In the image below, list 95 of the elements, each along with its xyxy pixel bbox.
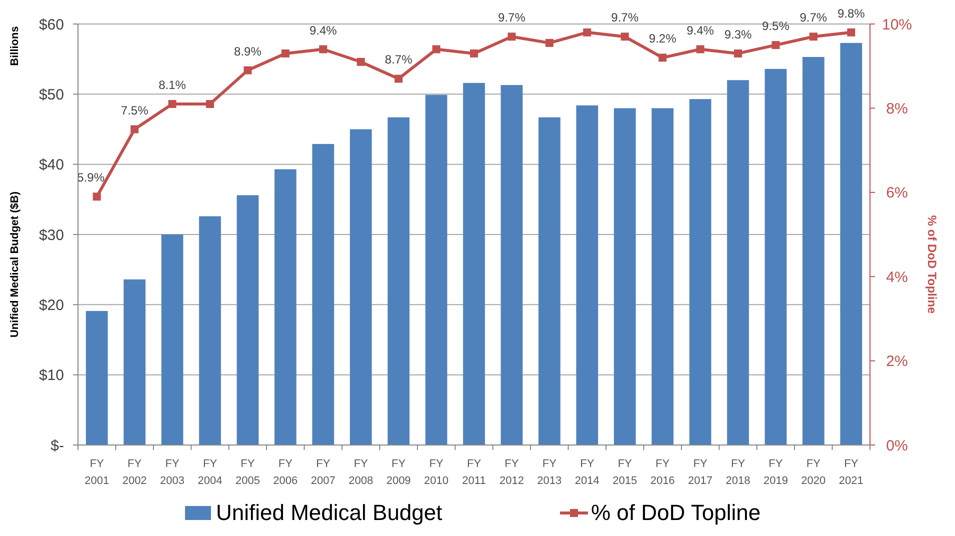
y-tick-label: $- bbox=[50, 437, 64, 454]
x-tick-label: FY 2014 bbox=[574, 458, 600, 487]
y2-tick-label: 10% bbox=[882, 16, 912, 34]
x-tick-label: FY 2012 bbox=[499, 458, 524, 487]
point bbox=[394, 74, 403, 83]
y-axis-title: Unified Medical Budget ($B) bbox=[9, 191, 21, 338]
x-tick-label: FY 2020 bbox=[801, 458, 826, 487]
bar bbox=[425, 94, 448, 445]
data-label: 8.9% bbox=[234, 44, 262, 58]
bar bbox=[86, 310, 108, 445]
y-tick-label: $10 bbox=[38, 367, 64, 384]
data-label: 5.9% bbox=[77, 170, 105, 185]
point bbox=[583, 28, 592, 36]
bar bbox=[538, 117, 560, 445]
x-tick-label: FY 2018 bbox=[726, 458, 750, 487]
x-tick-label: FY 2002 bbox=[122, 458, 147, 487]
bar bbox=[274, 169, 296, 445]
y2-axis-title: % of DoD Topline bbox=[925, 215, 939, 314]
point bbox=[696, 45, 704, 54]
data-label: 9.4% bbox=[309, 23, 338, 38]
x-tick-label: FY 2010 bbox=[424, 458, 449, 487]
y-tick-label: $30 bbox=[38, 226, 64, 244]
point bbox=[620, 32, 629, 41]
bar bbox=[727, 80, 749, 445]
point bbox=[470, 49, 478, 58]
bar bbox=[161, 234, 184, 445]
y-tick-label: $20 bbox=[38, 296, 64, 314]
bar bbox=[576, 105, 598, 445]
point bbox=[508, 32, 516, 41]
y2-tick-label: 8% bbox=[886, 100, 908, 118]
bar bbox=[199, 216, 221, 445]
bar bbox=[124, 279, 146, 445]
point bbox=[545, 38, 554, 47]
point bbox=[847, 28, 856, 36]
data-label: 8.7% bbox=[384, 52, 413, 67]
y2-tick-label: 4% bbox=[886, 268, 908, 286]
point bbox=[809, 32, 818, 41]
data-label: 7.5% bbox=[120, 103, 149, 118]
bar bbox=[500, 85, 523, 445]
bar bbox=[764, 68, 787, 445]
point bbox=[281, 49, 290, 58]
point bbox=[92, 192, 101, 201]
y-tick-label: $60 bbox=[38, 16, 64, 34]
data-label: 9.3% bbox=[724, 27, 752, 42]
x-tick-label: FY 2008 bbox=[348, 458, 374, 487]
x-tick-label: FY 2001 bbox=[84, 458, 110, 487]
legend-label: % of DoD Topline bbox=[591, 500, 761, 525]
bar bbox=[350, 129, 372, 445]
x-tick-label: FY 2017 bbox=[688, 458, 713, 487]
x-tick-label: FY 2009 bbox=[386, 458, 411, 487]
y-tick-label: $50 bbox=[38, 86, 64, 104]
x-tick-label: FY 2004 bbox=[198, 458, 222, 487]
point bbox=[130, 125, 139, 134]
x-tick-label: FY 2015 bbox=[612, 458, 638, 487]
data-label: 9.5% bbox=[762, 19, 790, 34]
data-label: 9.2% bbox=[648, 32, 677, 46]
point bbox=[356, 58, 365, 66]
data-label: 9.7% bbox=[498, 10, 526, 25]
bar bbox=[652, 108, 674, 445]
x-tick-label: FY 2021 bbox=[838, 458, 864, 487]
x-tick-label: FY 2007 bbox=[310, 458, 336, 487]
data-label: 9.7% bbox=[800, 10, 828, 25]
y2-tick-label: 0% bbox=[886, 437, 908, 454]
data-label: 8.1% bbox=[158, 78, 186, 92]
legend-label: Unified Medical Budget bbox=[216, 500, 442, 525]
x-tick-label: FY 2013 bbox=[537, 458, 562, 487]
bar bbox=[388, 117, 410, 445]
point bbox=[658, 54, 667, 62]
bar bbox=[689, 99, 712, 445]
point bbox=[319, 45, 328, 54]
x-tick-label: FY 2003 bbox=[160, 458, 185, 487]
bar bbox=[840, 42, 862, 445]
data-label: 9.7% bbox=[611, 10, 639, 25]
data-label: 9.8% bbox=[837, 6, 866, 20]
y2-tick-label: 2% bbox=[886, 353, 908, 370]
bar bbox=[312, 144, 334, 445]
point bbox=[432, 45, 440, 54]
text: Billions bbox=[9, 26, 21, 66]
x-tick-label: FY 2005 bbox=[235, 458, 260, 487]
x-tick-label: FY 2011 bbox=[462, 458, 486, 487]
y2-tick-label: 6% bbox=[886, 184, 908, 202]
x-tick-label: FY 2016 bbox=[650, 458, 675, 487]
bar bbox=[802, 56, 824, 445]
point bbox=[168, 100, 176, 108]
x-tick-label: FY 2019 bbox=[763, 458, 788, 487]
point bbox=[206, 100, 214, 108]
point bbox=[244, 66, 252, 74]
data-label: 9.4% bbox=[686, 23, 714, 38]
x-tick-label: FY 2006 bbox=[273, 458, 298, 487]
bar bbox=[463, 82, 485, 445]
bar bbox=[614, 108, 636, 445]
point bbox=[772, 41, 780, 50]
bar bbox=[236, 195, 259, 445]
point bbox=[734, 49, 742, 58]
y-tick-label: $40 bbox=[38, 156, 64, 174]
